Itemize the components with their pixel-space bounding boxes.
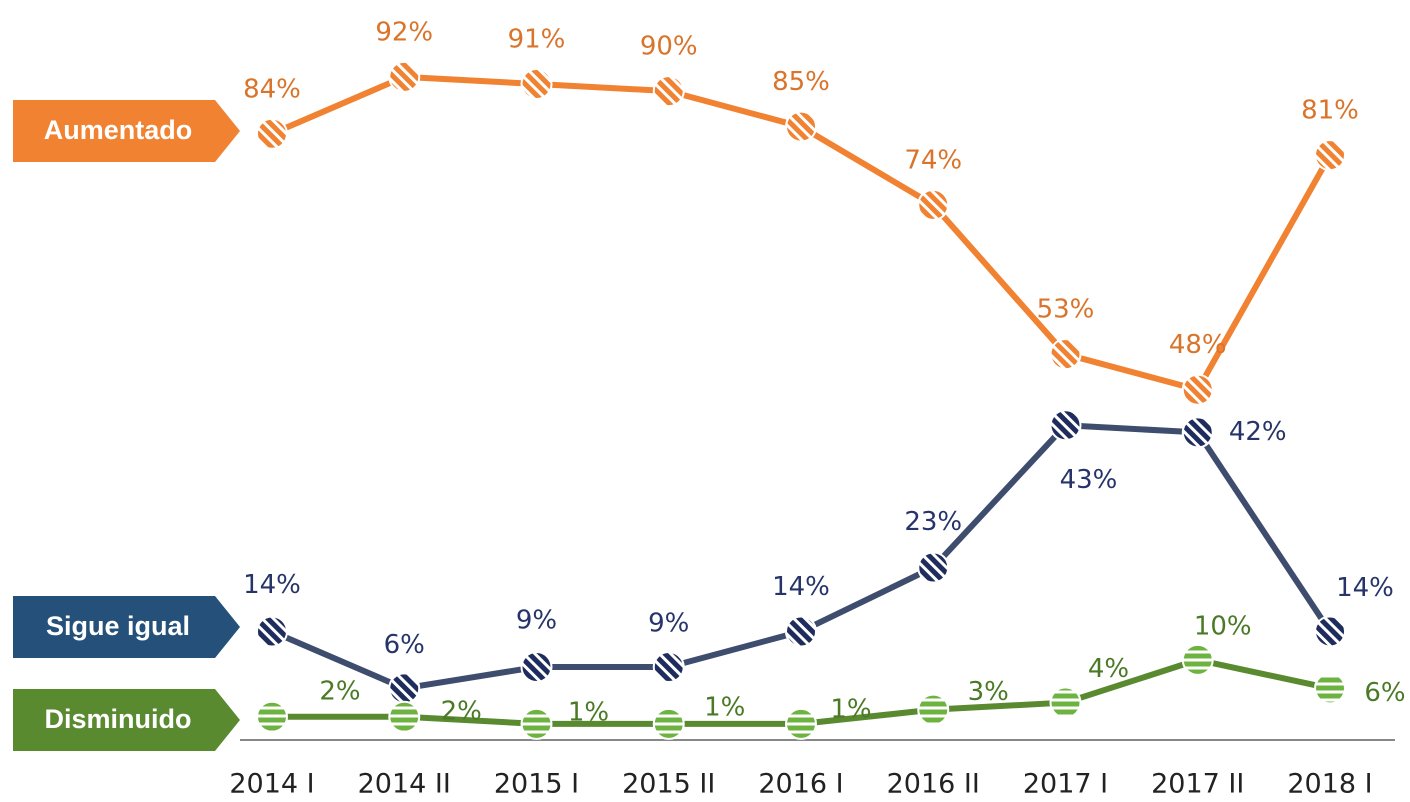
marker	[520, 651, 553, 684]
x-tick-label: 2017 I	[1023, 769, 1108, 800]
data-label: 74%	[904, 145, 962, 175]
data-label: 23%	[904, 507, 962, 537]
data-label: 14%	[243, 570, 301, 600]
marker	[1049, 338, 1082, 371]
marker	[1314, 615, 1346, 648]
data-label: 53%	[1037, 295, 1095, 325]
data-label: 42%	[1229, 417, 1287, 447]
data-label: 84%	[243, 74, 301, 104]
data-label: 85%	[772, 67, 830, 97]
marker	[1314, 139, 1346, 172]
data-label: 2%	[319, 676, 360, 706]
data-label: 3%	[968, 677, 1009, 707]
marker	[388, 672, 421, 705]
marker	[652, 651, 685, 684]
marker	[917, 693, 950, 726]
marker	[1181, 416, 1214, 449]
marker	[1049, 686, 1082, 719]
data-label: 48%	[1169, 330, 1227, 360]
x-tick-label: 2015 I	[494, 769, 579, 800]
data-label: 2%	[441, 696, 482, 726]
data-label: 92%	[375, 17, 433, 47]
series-line	[270, 422, 1333, 692]
legend-label: Aumentado	[44, 115, 193, 145]
marker	[256, 700, 288, 733]
marker	[256, 615, 288, 648]
marker	[652, 707, 685, 740]
data-label: 81%	[1301, 96, 1359, 126]
x-tick-label: 2014 II	[358, 769, 451, 800]
data-label: 9%	[516, 606, 557, 636]
marker	[917, 188, 950, 221]
data-label: 4%	[1088, 654, 1129, 684]
marker	[785, 110, 817, 143]
legend-tag	[13, 689, 240, 751]
marker	[388, 700, 421, 733]
data-label: 90%	[640, 32, 698, 62]
x-tick-label: 2016 II	[887, 769, 980, 800]
marker	[1181, 373, 1214, 406]
marker	[1049, 409, 1082, 442]
x-tick-label: 2015 II	[622, 769, 715, 800]
marker	[785, 615, 817, 648]
data-label: 6%	[1364, 678, 1405, 708]
marker	[1314, 672, 1346, 705]
x-tick-label: 2017 II	[1151, 769, 1244, 800]
data-label: 1%	[704, 692, 745, 722]
legend-tag	[13, 100, 240, 162]
x-tick-label: 2014 I	[229, 769, 314, 800]
data-label: 6%	[384, 630, 425, 660]
marker	[388, 60, 421, 93]
data-label: 14%	[772, 572, 830, 602]
data-label: 9%	[648, 609, 689, 639]
marker	[256, 117, 288, 150]
data-label: 14%	[1336, 573, 1394, 603]
marker	[652, 75, 685, 108]
marker	[1181, 643, 1214, 676]
data-label: 1%	[568, 697, 609, 727]
marker	[520, 67, 553, 100]
data-label: 1%	[830, 694, 871, 724]
legend-label: Disminuido	[45, 704, 192, 734]
x-tick-label: 2016 I	[758, 769, 843, 800]
data-label: 43%	[1060, 465, 1118, 495]
data-label: 10%	[1194, 611, 1252, 641]
legend-tag	[13, 596, 240, 658]
legend-label: Sigue igual	[46, 611, 190, 641]
data-label: 91%	[508, 24, 566, 54]
marker	[520, 707, 553, 740]
marker	[785, 707, 817, 740]
x-tick-label: 2018 I	[1287, 769, 1372, 800]
marker	[917, 551, 950, 584]
